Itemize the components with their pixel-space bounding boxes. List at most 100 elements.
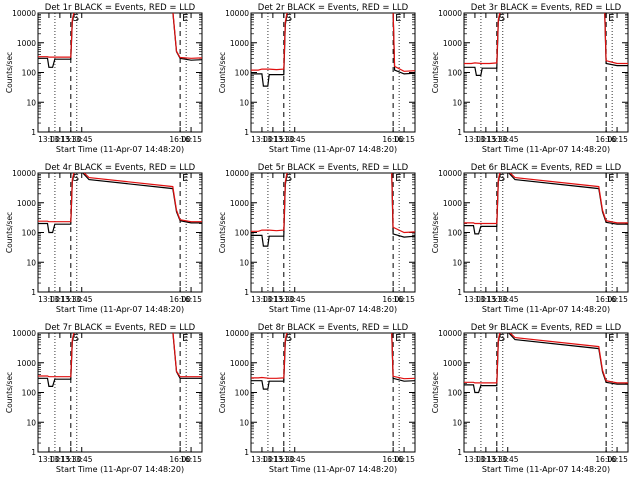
y-tick-label: 10000 xyxy=(438,9,462,18)
x-tick-label: 13:45 xyxy=(497,135,519,144)
y-tick-label: 100 xyxy=(22,229,37,238)
x-tick-label: 13:15 xyxy=(49,135,71,144)
x-tick-label: 16:00 xyxy=(595,295,617,304)
x-tick-label: 13:00 xyxy=(38,455,60,464)
x-tick-label: 13:00 xyxy=(251,455,273,464)
x-tick-label: 16:15 xyxy=(393,295,415,304)
y-tick-label: 1000 xyxy=(443,359,462,368)
y-tick-label: 1 xyxy=(457,128,462,137)
series-line xyxy=(251,13,415,87)
marker-label: S xyxy=(499,173,505,184)
series-line xyxy=(251,333,415,390)
x-tick-label: 16:00 xyxy=(169,295,191,304)
x-tick-label: 13:00 xyxy=(38,295,60,304)
y-axis-label: Counts/sec xyxy=(431,52,440,93)
y-tick-label: 10 xyxy=(239,98,249,107)
marker-label: S xyxy=(499,13,505,24)
x-tick-label: 13:45 xyxy=(497,455,519,464)
x-tick-label: 16:15 xyxy=(180,295,202,304)
x-tick-label: 13:00 xyxy=(464,295,486,304)
x-tick-label: 13:45 xyxy=(284,455,306,464)
x-axis-label: Start Time (11-Apr-07 14:48:20) xyxy=(269,145,397,154)
y-tick-label: 100 xyxy=(22,389,37,398)
x-tick-label: 16:00 xyxy=(595,135,617,144)
y-tick-label: 1 xyxy=(244,288,249,297)
y-tick-label: 1 xyxy=(31,448,36,457)
y-axis-label: Counts/sec xyxy=(218,212,227,253)
series-line xyxy=(38,333,202,378)
x-axis-label: Start Time (11-Apr-07 14:48:20) xyxy=(269,305,397,314)
plot-frame xyxy=(250,12,416,133)
y-tick-label: 10000 xyxy=(438,169,462,178)
y-axis-label: Counts/sec xyxy=(5,212,14,253)
series-line xyxy=(251,333,415,380)
x-tick-label: 13:00 xyxy=(251,295,273,304)
marker-label: S xyxy=(73,333,79,344)
chart-panel: Det 8r BLACK = Events, RED = LLD 1 10 100 10… xyxy=(218,323,416,474)
x-tick-label: 13:00 xyxy=(38,135,60,144)
y-tick-label: 10000 xyxy=(12,9,36,18)
x-tick-label: 16:00 xyxy=(169,135,191,144)
x-tick-label: 13:00 xyxy=(464,135,486,144)
chart-title: Det 7r BLACK = Events, RED = LLD xyxy=(45,323,196,333)
chart-panel: Det 5r BLACK = Events, RED = LLD 1 10 100 10… xyxy=(218,163,416,314)
x-tick-label: 13:15 xyxy=(262,455,284,464)
y-axis-label: Counts/sec xyxy=(218,372,227,413)
chart-panel: Det 4r BLACK = Events, RED = LLD 1 10 100 10… xyxy=(5,163,203,314)
chart-title: Det 5r BLACK = Events, RED = LLD xyxy=(258,163,409,173)
marker-label: E xyxy=(608,173,614,184)
series-line xyxy=(464,333,628,384)
y-tick-label: 1000 xyxy=(443,199,462,208)
x-tick-label: 13:30 xyxy=(486,455,508,464)
x-tick-label: 13:30 xyxy=(486,295,508,304)
x-axis-label: Start Time (11-Apr-07 14:48:20) xyxy=(56,305,184,314)
y-axis-label: Counts/sec xyxy=(218,52,227,93)
y-tick-label: 1 xyxy=(244,128,249,137)
x-tick-label: 13:15 xyxy=(49,455,71,464)
marker-label: S xyxy=(286,173,292,184)
x-tick-label: 16:00 xyxy=(595,455,617,464)
marker-label: S xyxy=(499,333,505,344)
x-tick-label: 16:15 xyxy=(606,295,628,304)
x-tick-label: 13:30 xyxy=(273,135,295,144)
y-tick-label: 1000 xyxy=(230,39,249,48)
y-tick-label: 1000 xyxy=(17,39,36,48)
series-line xyxy=(251,173,415,247)
y-tick-label: 10 xyxy=(26,98,36,107)
y-tick-label: 10000 xyxy=(12,169,36,178)
x-tick-label: 13:45 xyxy=(71,135,93,144)
chart-panel: Det 6r BLACK = Events, RED = LLD 1 10 100 10… xyxy=(431,163,629,314)
x-tick-label: 13:15 xyxy=(475,135,497,144)
marker-label: E xyxy=(608,13,614,24)
y-tick-label: 1000 xyxy=(230,199,249,208)
marker-label: E xyxy=(608,333,614,344)
chart-panel: Det 9r BLACK = Events, RED = LLD 1 10 100 10… xyxy=(431,323,629,474)
x-tick-label: 16:15 xyxy=(606,455,628,464)
chart-panel: Det 3r BLACK = Events, RED = LLD 1 10 100 10… xyxy=(431,3,629,154)
y-tick-label: 1 xyxy=(31,288,36,297)
plot-frame xyxy=(37,12,203,133)
plot-frame xyxy=(37,332,203,453)
marker-label: S xyxy=(286,13,292,24)
y-tick-label: 1 xyxy=(457,448,462,457)
x-tick-label: 16:15 xyxy=(180,455,202,464)
x-tick-label: 16:00 xyxy=(382,135,404,144)
marker-label: E xyxy=(182,333,188,344)
y-axis-label: Counts/sec xyxy=(5,372,14,413)
y-tick-label: 100 xyxy=(22,69,37,78)
marker-label: E xyxy=(395,173,401,184)
marker-label: E xyxy=(395,333,401,344)
chart-panel: Det 7r BLACK = Events, RED = LLD 1 10 100 10… xyxy=(5,323,203,474)
y-tick-label: 10 xyxy=(452,98,462,107)
x-tick-label: 13:15 xyxy=(475,455,497,464)
plot-frame xyxy=(250,172,416,293)
chart-title: Det 8r BLACK = Events, RED = LLD xyxy=(258,323,409,333)
y-tick-label: 10000 xyxy=(225,329,249,338)
y-tick-label: 100 xyxy=(235,389,250,398)
series-line xyxy=(251,13,415,72)
x-tick-label: 13:15 xyxy=(262,135,284,144)
y-tick-label: 10000 xyxy=(12,329,36,338)
y-axis-label: Counts/sec xyxy=(431,212,440,253)
marker-label: E xyxy=(182,173,188,184)
x-tick-label: 13:15 xyxy=(49,295,71,304)
